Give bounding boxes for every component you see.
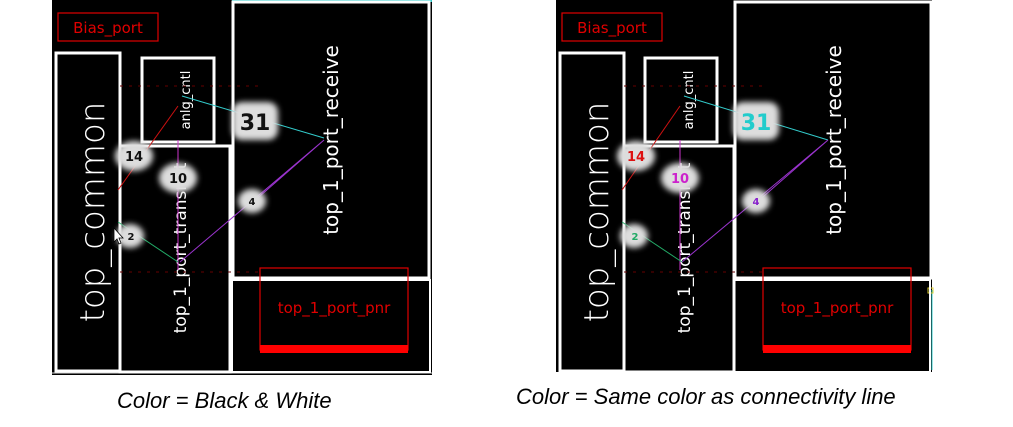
layout-canvas-bw: Bias_port top_common anlg_cntl top_1_por… [52, 0, 432, 375]
caption-color: Color = Same color as connectivity line [516, 384, 896, 409]
badge-31-label: 31 [240, 111, 271, 136]
pnr-bar [763, 345, 911, 353]
anlg-cntl-label: anlg_cntl [179, 71, 194, 130]
pnr-block[interactable] [733, 279, 931, 373]
pnr-block[interactable] [231, 279, 431, 373]
badge-2[interactable]: 2 [116, 224, 144, 248]
receive-label: top_1_port_receive [319, 45, 343, 235]
layout-background [556, 0, 932, 372]
badge-4-label: 4 [753, 197, 760, 208]
layout-panel-bw: Bias_port top_common anlg_cntl top_1_por… [52, 0, 434, 378]
bias-port-box [57, 12, 159, 42]
connection-line-4[interactable] [179, 139, 325, 263]
transmit-label: top_1_port_transmit [171, 162, 191, 333]
pnr-label: top_1_port_pnr [781, 299, 894, 318]
badge-2-label: 2 [632, 232, 639, 243]
badge-31-label: 31 [741, 111, 772, 136]
badge-2[interactable]: 2 [620, 224, 648, 248]
pnr-bar [260, 345, 408, 353]
transmit-block[interactable] [118, 144, 232, 374]
receive-block[interactable] [231, 0, 431, 280]
badge-10-label: 10 [169, 172, 187, 187]
transmit-block[interactable] [622, 144, 736, 374]
receive-label: top_1_port_receive [822, 45, 846, 235]
badge-14-label: 14 [125, 150, 143, 165]
layout-panel-color: Bias_port top_common anlg_cntl top_1_por… [556, 0, 938, 378]
badge-4[interactable]: 4 [742, 189, 770, 213]
badge-2-label: 2 [128, 232, 135, 243]
top-common-label: top_common [73, 102, 113, 323]
bias-port-box [561, 12, 663, 42]
badge-14[interactable]: 14 [617, 141, 655, 171]
badge-31[interactable]: 31 [733, 102, 779, 140]
badge-4[interactable]: 4 [238, 189, 266, 213]
badge-10-label: 10 [671, 172, 689, 187]
pointer-cursor-icon [113, 226, 124, 245]
anlg-cntl-block[interactable] [643, 56, 719, 144]
connection-line-4[interactable] [681, 139, 829, 263]
bias-port-label: Bias_port [577, 19, 647, 38]
caption-bw: Color = Black & White [117, 388, 332, 413]
badge-14[interactable]: 14 [115, 141, 153, 171]
layout-canvas-color: Bias_port top_common anlg_cntl top_1_por… [556, 0, 934, 374]
badge-31[interactable]: 31 [232, 102, 278, 140]
top-common-label: top_common [577, 102, 617, 323]
badge-10[interactable]: 10 [661, 163, 699, 193]
receive-block[interactable] [733, 0, 933, 280]
badge-14-label: 14 [627, 150, 645, 165]
layout-background [52, 0, 432, 375]
pnr-label: top_1_port_pnr [278, 299, 391, 318]
anlg-cntl-label: anlg_cntl [682, 71, 697, 130]
bias-port-label: Bias_port [73, 19, 143, 38]
badge-4-label: 4 [249, 197, 256, 208]
badge-10[interactable]: 10 [159, 163, 197, 193]
